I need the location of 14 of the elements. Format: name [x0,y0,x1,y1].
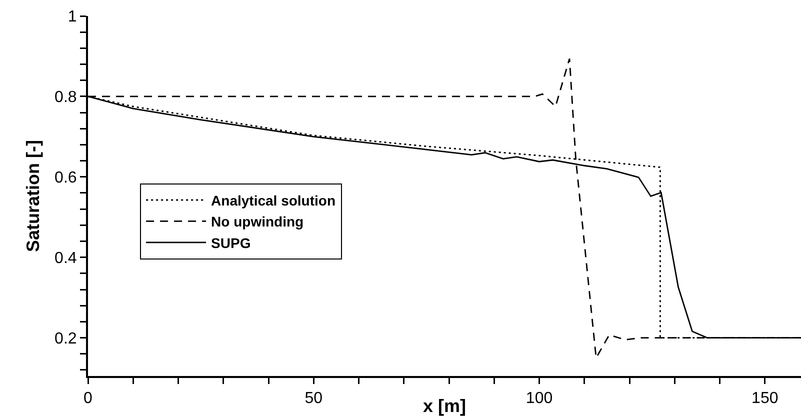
y-tick-label: 0.8 [54,89,77,106]
legend-label: SUPG [211,234,251,251]
legend-label: Analytical solution [211,192,336,208]
y-tick-label: 1 [68,8,77,26]
x-tick-label: 0 [84,390,93,408]
x-tick-label: 100 [526,390,553,408]
legend-label: No upwinding [211,214,304,230]
x-tick-label: 150 [752,390,778,408]
y-tick-label: 0.2 [54,330,77,348]
y-axis-title: Saturation [-] [23,140,44,252]
y-tick-label: 0.6 [54,169,77,186]
y-tick-label: 0.4 [54,250,77,267]
x-tick-label: 50 [304,390,323,408]
x-axis-title: x [m] [422,396,466,416]
